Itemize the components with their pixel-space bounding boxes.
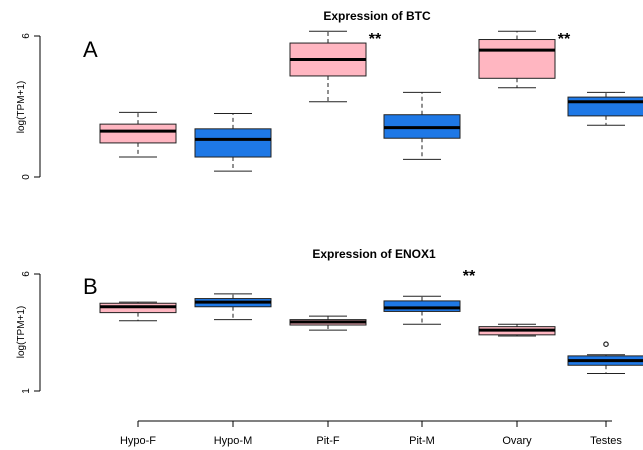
- x-tick-label-pit-m: Pit-M: [409, 435, 435, 447]
- panel-b-annotations: ****: [463, 268, 476, 285]
- panel-a-title: Expression of BTC: [323, 9, 431, 23]
- panel-b-significance-marker: **: [463, 268, 476, 285]
- panel-a-box-hypo-f: [99, 111, 177, 158]
- panel-b-box-ovary: [478, 323, 556, 337]
- panel-a-box-ovary: [478, 30, 556, 89]
- panel-a-significance-marker: **: [558, 31, 571, 48]
- panel-b-box-pit-m: [383, 295, 461, 325]
- panel-a-label: A: [83, 37, 98, 62]
- panel-b-label: B: [83, 274, 98, 299]
- panel-a: Expression of BTC A log(TPM+1) 06 ** **: [16, 9, 643, 180]
- panel-a-y-ticks: 06: [21, 33, 40, 180]
- x-tick-label-ovary: Ovary: [502, 435, 532, 447]
- panel-a-box-pit-f: [289, 30, 367, 103]
- panel-a-box-hypo-m: [194, 113, 272, 172]
- panel-b-box-pit-f: [289, 315, 367, 331]
- panel-b-box-testes: [567, 341, 643, 374]
- panel-a-box-testes: [567, 91, 643, 126]
- panel-b-boxes: [99, 293, 643, 374]
- outlier-point: [603, 341, 609, 348]
- panel-a-y-axis-label: log(TPM+1): [16, 81, 27, 134]
- box-iqr: [383, 300, 461, 312]
- panel-b-y-axis-label: log(TPM+1): [16, 306, 27, 359]
- panel-a-annotations: ** **: [369, 31, 571, 48]
- x-tick-label-hypo-f: Hypo-F: [120, 435, 156, 447]
- box-iqr: [478, 39, 556, 79]
- panel-b-y-ticks: 16: [21, 271, 40, 394]
- x-axis: Hypo-F Hypo-M Pit-F Pit-M Ovary Testes: [120, 420, 622, 447]
- panel-b-y-tick-label: 6: [21, 271, 32, 277]
- panel-b-title: Expression of ENOX1: [312, 247, 436, 261]
- panel-a-significance-marker: **: [369, 31, 382, 48]
- panel-b-y-tick-label: 1: [21, 388, 32, 394]
- panel-b-box-hypo-m: [194, 293, 272, 321]
- panel-a-y-tick-label: 6: [21, 33, 32, 39]
- x-tick-label-testes: Testes: [590, 435, 622, 447]
- x-axis-ticks: Hypo-F Hypo-M Pit-F Pit-M Ovary Testes: [120, 421, 622, 447]
- panel-b-box-hypo-f: [99, 301, 177, 322]
- panel-b: Expression of ENOX1 B log(TPM+1) 16 ****: [16, 247, 643, 394]
- panel-a-y-tick-label: 0: [21, 174, 32, 180]
- panel-a-box-pit-m: [383, 91, 461, 160]
- box-iqr: [99, 123, 177, 144]
- x-tick-label-pit-f: Pit-F: [316, 435, 340, 447]
- box-iqr: [567, 96, 643, 117]
- x-tick-label-hypo-m: Hypo-M: [214, 435, 253, 447]
- box-iqr: [194, 128, 272, 158]
- panel-a-boxes: [99, 30, 643, 172]
